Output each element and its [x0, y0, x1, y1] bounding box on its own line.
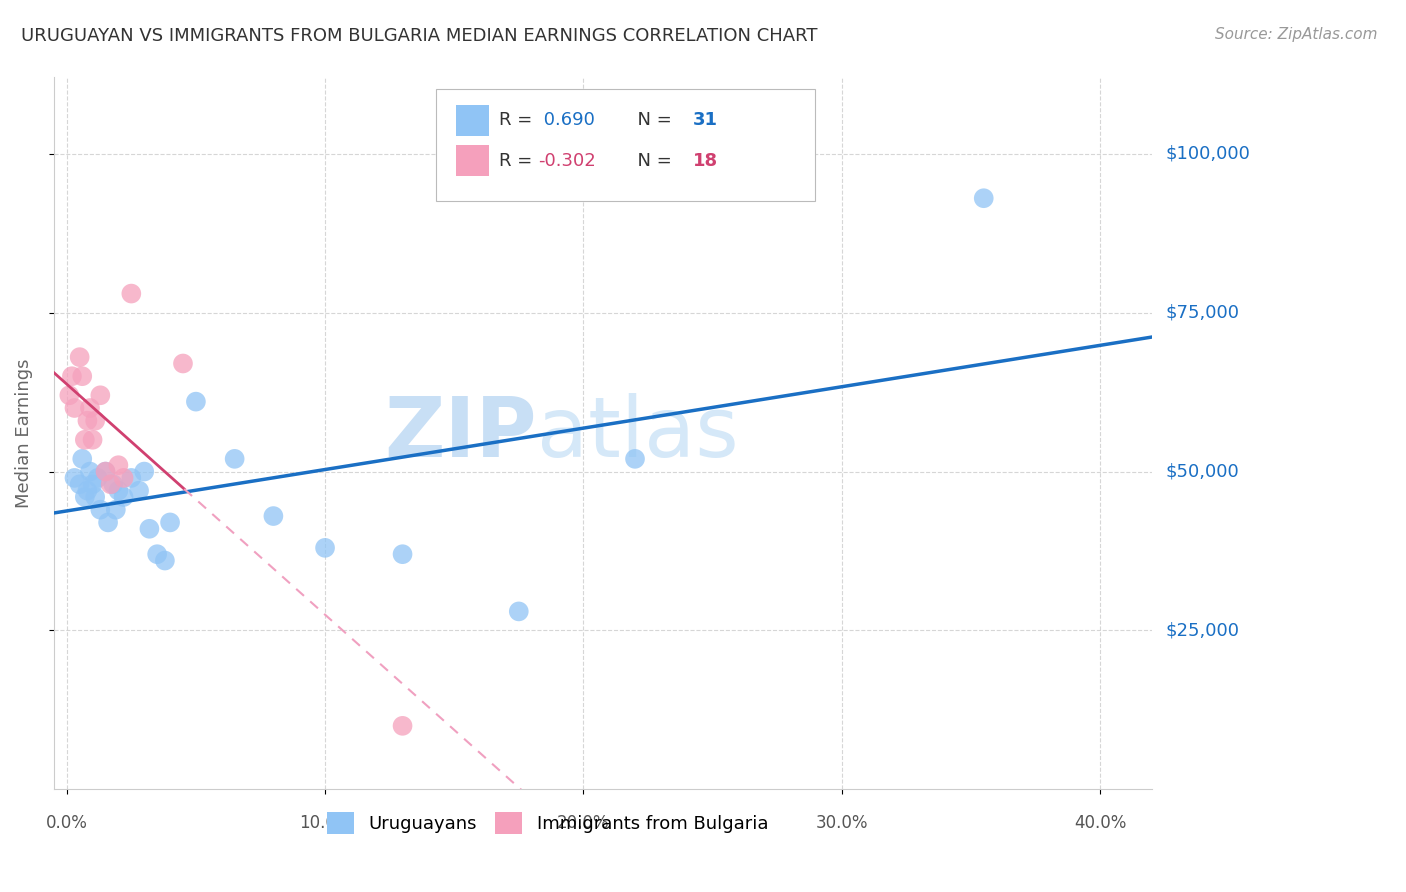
Point: [97, 516, 120, 530]
Point: [172, 357, 194, 371]
Text: URUGUAYAN VS IMMIGRANTS FROM BULGARIA MEDIAN EARNINGS CORRELATION CHART: URUGUAYAN VS IMMIGRANTS FROM BULGARIA ME…: [21, 27, 818, 45]
Point: [70, 369, 93, 384]
Point: [138, 522, 160, 536]
Point: [79, 401, 101, 415]
Text: $75,000: $75,000: [1166, 303, 1240, 322]
Point: [63, 401, 86, 415]
Point: [508, 604, 530, 618]
Point: [973, 191, 995, 205]
Text: R =: R =: [499, 112, 538, 129]
Text: Source: ZipAtlas.com: Source: ZipAtlas.com: [1215, 27, 1378, 42]
Text: 0.690: 0.690: [538, 112, 595, 129]
Text: 10.0%: 10.0%: [299, 814, 352, 832]
Point: [82, 477, 104, 491]
Point: [128, 483, 150, 498]
Point: [73, 490, 96, 504]
Point: [100, 477, 122, 491]
Text: 30.0%: 30.0%: [815, 814, 868, 832]
Point: [94, 465, 117, 479]
Text: N =: N =: [626, 152, 678, 169]
Point: [103, 477, 125, 491]
Legend: Uruguayans, Immigrants from Bulgaria: Uruguayans, Immigrants from Bulgaria: [328, 812, 769, 834]
Point: [184, 394, 207, 409]
Point: [262, 509, 284, 524]
Point: [112, 490, 135, 504]
Point: [60, 369, 83, 384]
Point: [391, 719, 413, 733]
Text: 40.0%: 40.0%: [1074, 814, 1126, 832]
Point: [107, 458, 129, 473]
Point: [94, 465, 117, 479]
Text: $100,000: $100,000: [1166, 145, 1250, 162]
Point: [89, 388, 111, 402]
Point: [84, 490, 107, 504]
Point: [63, 471, 86, 485]
Point: [84, 414, 107, 428]
Text: N =: N =: [626, 112, 678, 129]
Point: [69, 477, 91, 491]
Text: $50,000: $50,000: [1166, 463, 1239, 481]
Point: [224, 451, 246, 466]
Point: [314, 541, 336, 555]
Point: [104, 502, 127, 516]
Point: [134, 465, 156, 479]
Point: [146, 547, 169, 561]
Point: [89, 502, 111, 516]
Text: $25,000: $25,000: [1166, 622, 1240, 640]
Point: [87, 471, 110, 485]
Text: 0.0%: 0.0%: [46, 814, 87, 832]
Point: [69, 350, 91, 364]
Point: [624, 451, 647, 466]
Point: [112, 471, 135, 485]
Text: -0.302: -0.302: [538, 152, 596, 169]
Point: [76, 414, 98, 428]
Text: 18: 18: [693, 152, 718, 169]
Point: [153, 553, 176, 567]
Point: [120, 286, 142, 301]
Point: [73, 433, 96, 447]
Point: [82, 433, 104, 447]
Text: atlas: atlas: [537, 392, 738, 474]
Point: [70, 451, 93, 466]
Text: ZIP: ZIP: [384, 392, 537, 474]
Point: [79, 465, 101, 479]
Point: [391, 547, 413, 561]
Point: [58, 388, 80, 402]
Point: [159, 516, 181, 530]
Point: [76, 483, 98, 498]
Text: 31: 31: [693, 112, 718, 129]
Text: 20.0%: 20.0%: [557, 814, 610, 832]
Text: R =: R =: [499, 152, 538, 169]
Y-axis label: Median Earnings: Median Earnings: [15, 359, 32, 508]
Point: [107, 483, 129, 498]
Point: [120, 471, 142, 485]
